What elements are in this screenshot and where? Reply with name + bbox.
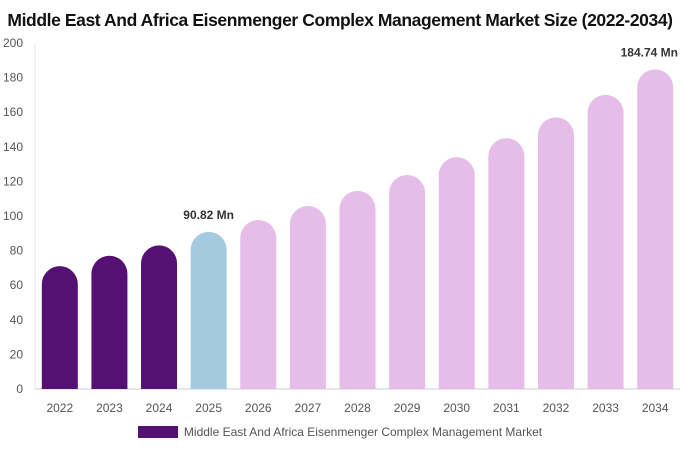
bar-2027 — [289, 205, 326, 389]
y-tick-label: 160 — [3, 105, 23, 119]
y-tick-label: 120 — [3, 174, 23, 188]
bar-2034 — [637, 69, 674, 389]
legend-swatch — [137, 426, 178, 438]
y-tick-label: 100 — [3, 209, 23, 223]
bar-2022 — [41, 266, 78, 389]
bar-2031 — [488, 138, 525, 389]
chart-title: Middle East And Africa Eisenmenger Compl… — [7, 10, 673, 30]
x-tick-label: 2023 — [96, 401, 123, 415]
x-tick-label: 2022 — [46, 401, 73, 415]
x-tick-label: 2033 — [592, 401, 619, 415]
x-tick-label: 2032 — [543, 401, 570, 415]
data-label-2025: 90.82 Mn — [183, 208, 234, 222]
y-tick-label: 0 — [16, 382, 23, 396]
bar-2025 — [190, 231, 227, 389]
x-tick-label: 2024 — [146, 401, 173, 415]
y-tick-label: 20 — [10, 347, 24, 361]
x-tick-label: 2030 — [443, 401, 470, 415]
x-tick-label: 2025 — [195, 401, 222, 415]
x-tick-label: 2034 — [642, 401, 669, 415]
x-tick-label: 2029 — [394, 401, 421, 415]
bar-2030 — [438, 157, 475, 389]
bar-2033 — [587, 94, 624, 389]
y-tick-label: 80 — [10, 244, 24, 258]
x-tick-label: 2026 — [245, 401, 272, 415]
bar-2023 — [91, 255, 128, 389]
bar-2028 — [339, 190, 376, 389]
bar-2026 — [240, 219, 277, 389]
bar-2024 — [141, 245, 178, 389]
legend-label: Middle East And Africa Eisenmenger Compl… — [183, 425, 543, 439]
bar-2029 — [389, 174, 426, 389]
bar-2032 — [537, 117, 574, 389]
legend: Middle East And Africa Eisenmenger Compl… — [0, 425, 680, 439]
y-tick-label: 40 — [10, 313, 24, 327]
y-tick-label: 140 — [3, 140, 23, 154]
x-tick-label: 2027 — [295, 401, 322, 415]
data-label-2034: 184.74 Mn — [621, 45, 678, 59]
x-tick-label: 2031 — [493, 401, 520, 415]
x-tick-label: 2028 — [344, 401, 371, 415]
y-tick-label: 180 — [3, 71, 23, 85]
y-tick-label: 60 — [10, 278, 24, 292]
y-tick-label: 200 — [3, 36, 23, 50]
